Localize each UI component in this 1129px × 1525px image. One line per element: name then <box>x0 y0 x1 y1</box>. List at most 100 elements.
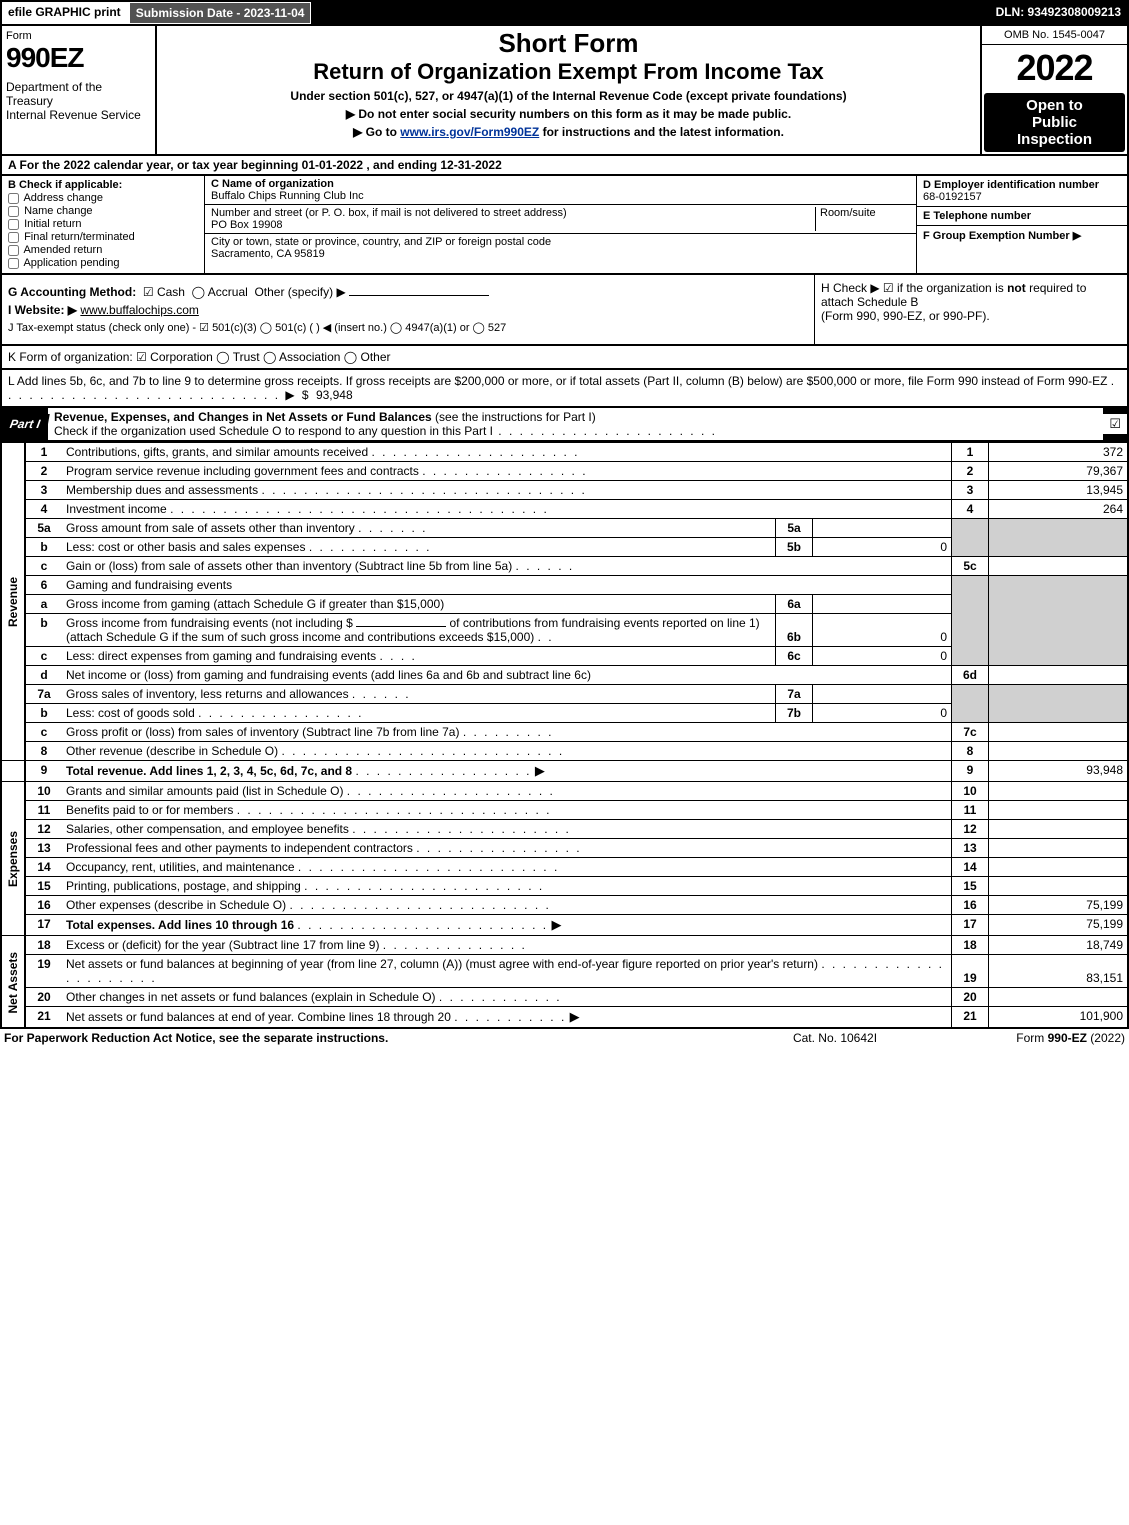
accounting-method-row: G Accounting Method: ☑ Cash ◯ Accrual Ot… <box>8 285 808 299</box>
line-19-desc: Net assets or fund balances at beginning… <box>62 955 952 988</box>
chk-initial-return[interactable]: Initial return <box>8 218 198 230</box>
expenses-side-label: Expenses <box>1 782 25 936</box>
h-not: not <box>1007 281 1026 295</box>
line-4-no: 4 <box>25 500 62 519</box>
line-15-value <box>989 877 1129 896</box>
line-6-no: 6 <box>25 576 62 595</box>
chk-address-change[interactable]: Address change <box>8 192 198 204</box>
line-1-no: 1 <box>25 443 62 462</box>
g-accrual[interactable]: Accrual <box>208 285 248 299</box>
line-1-rno: 1 <box>952 443 989 462</box>
group-exemption-label: F Group Exemption Number ▶ <box>923 229 1121 242</box>
line-5c-no: c <box>25 557 62 576</box>
shade-6-val <box>989 576 1129 666</box>
ein-label: D Employer identification number <box>923 179 1121 191</box>
shade-7ab <box>952 685 989 723</box>
line-8-rno: 8 <box>952 742 989 761</box>
line-7a-no: 7a <box>25 685 62 704</box>
line-4-rno: 4 <box>952 500 989 519</box>
website-value[interactable]: www.buffalochips.com <box>80 303 199 317</box>
org-name-value: Buffalo Chips Running Club Inc <box>211 190 364 202</box>
line-9-no: 9 <box>25 761 62 782</box>
line-15-no: 15 <box>25 877 62 896</box>
org-name-row: C Name of organization Buffalo Chips Run… <box>205 176 916 205</box>
col-d-ein: D Employer identification number 68-0192… <box>916 176 1127 273</box>
line-9-value: 93,948 <box>989 761 1129 782</box>
chk-address-change-label: Address change <box>23 192 103 204</box>
line-6c-no: c <box>25 647 62 666</box>
line-5a-sub: 5a <box>776 519 813 538</box>
top-bar: efile GRAPHIC print Submission Date - 20… <box>0 0 1129 26</box>
public-inspection-box: Open to Public Inspection <box>984 93 1125 152</box>
tax-year: 2022 <box>982 45 1127 91</box>
line-2-desc: Program service revenue including govern… <box>62 462 952 481</box>
line-8-value <box>989 742 1129 761</box>
irs-link[interactable]: www.irs.gov/Form990EZ <box>400 125 539 139</box>
line-2-no: 2 <box>25 462 62 481</box>
efile-print-label[interactable]: efile GRAPHIC print <box>2 2 129 24</box>
part-i-check-dots: . . . . . . . . . . . . . . . . . . . . … <box>493 424 717 438</box>
note2-pre: ▶ Go to <box>353 125 400 139</box>
g-cash[interactable]: Cash <box>157 285 185 299</box>
line-12-no: 12 <box>25 820 62 839</box>
part-i-schedule-o-checkbox[interactable]: ☑ <box>1103 414 1127 434</box>
g-label: G Accounting Method: <box>8 285 136 299</box>
col-b-checkboxes: B Check if applicable: Address change Na… <box>2 176 205 273</box>
row-a-period: A For the 2022 calendar year, or tax yea… <box>0 156 1129 176</box>
line-6b-desc: Gross income from fundraising events (no… <box>62 614 776 647</box>
line-13-value <box>989 839 1129 858</box>
line-2-rno: 2 <box>952 462 989 481</box>
shade-5ab <box>952 519 989 557</box>
line-19-value: 83,151 <box>989 955 1129 988</box>
dept-line-1: Department of the Treasury <box>6 80 151 108</box>
line-6b-subval: 0 <box>813 614 952 647</box>
line-19-rno: 19 <box>952 955 989 988</box>
line-18-desc: Excess or (deficit) for the year (Subtra… <box>62 936 952 955</box>
line-9-desc: Total revenue. Add lines 1, 2, 3, 4, 5c,… <box>62 761 952 782</box>
shade-7ab-val <box>989 685 1129 723</box>
street-row: Number and street (or P. O. box, if mail… <box>205 205 916 234</box>
header-center: Short Form Return of Organization Exempt… <box>157 26 980 154</box>
line-15-desc: Printing, publications, postage, and shi… <box>62 877 952 896</box>
chk-amended-return[interactable]: Amended return <box>8 244 198 256</box>
line-20-value <box>989 988 1129 1007</box>
line-20-no: 20 <box>25 988 62 1007</box>
line-2-value: 79,367 <box>989 462 1129 481</box>
form-header: Form 990EZ Department of the Treasury In… <box>0 26 1129 156</box>
line-14-value <box>989 858 1129 877</box>
chk-application-pending-label: Application pending <box>23 257 119 269</box>
dept-line-2: Internal Revenue Service <box>6 108 151 122</box>
inspect-3: Inspection <box>988 131 1121 148</box>
line-6d-desc: Net income or (loss) from gaming and fun… <box>62 666 952 685</box>
line-7c-no: c <box>25 723 62 742</box>
line-5a-subval <box>813 519 952 538</box>
line-11-desc: Benefits paid to or for members . . . . … <box>62 801 952 820</box>
chk-name-change[interactable]: Name change <box>8 205 198 217</box>
shade-5ab-val <box>989 519 1129 557</box>
line-5c-desc: Gain or (loss) from sale of assets other… <box>62 557 952 576</box>
chk-application-pending[interactable]: Application pending <box>8 257 198 269</box>
submission-date-button[interactable]: Submission Date - 2023-11-04 <box>129 2 312 24</box>
header-right: OMB No. 1545-0047 2022 Open to Public In… <box>980 26 1127 154</box>
chk-final-return[interactable]: Final return/terminated <box>8 231 198 243</box>
line-17-no: 17 <box>25 915 62 936</box>
line-13-rno: 13 <box>952 839 989 858</box>
part-i-table: Revenue 1 Contributions, gifts, grants, … <box>0 442 1129 1029</box>
net-assets-side-label: Net Assets <box>1 936 25 1029</box>
website-label: I Website: ▶ <box>8 303 77 317</box>
inspect-1: Open to <box>988 97 1121 114</box>
line-6-desc: Gaming and fundraising events <box>62 576 952 595</box>
line-11-value <box>989 801 1129 820</box>
line-15-rno: 15 <box>952 877 989 896</box>
line-16-no: 16 <box>25 896 62 915</box>
line-7a-subval <box>813 685 952 704</box>
line-3-rno: 3 <box>952 481 989 500</box>
footer-paperwork-notice: For Paperwork Reduction Act Notice, see … <box>4 1031 705 1045</box>
form-title-2: Return of Organization Exempt From Incom… <box>163 59 974 85</box>
line-3-no: 3 <box>25 481 62 500</box>
line-1-value: 372 <box>989 443 1129 462</box>
g-other[interactable]: Other (specify) ▶ <box>254 285 345 299</box>
line-7b-desc: Less: cost of goods sold . . . . . . . .… <box>62 704 776 723</box>
line-5c-value <box>989 557 1129 576</box>
row-h: H Check ▶ ☑ if the organization is not r… <box>814 275 1127 344</box>
